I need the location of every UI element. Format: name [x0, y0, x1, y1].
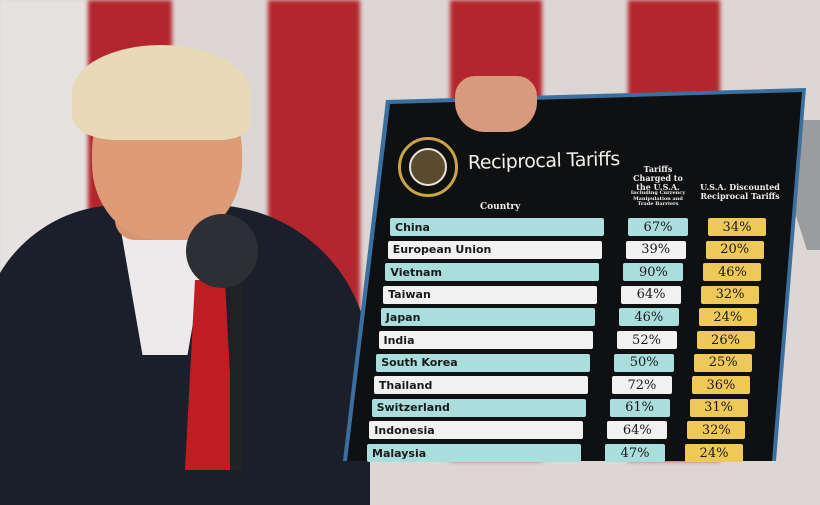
- presidential-seal-icon: [398, 137, 458, 197]
- charged-label: Tariffs Charged to the U.S.A.: [633, 164, 683, 192]
- country-cell: Indonesia: [369, 421, 584, 440]
- country-cell: India: [378, 331, 593, 349]
- country-cell: Malaysia: [367, 444, 581, 462]
- country-cell: Japan: [380, 308, 595, 327]
- country-cell: China: [390, 218, 604, 236]
- column-header-country: Country: [480, 202, 521, 212]
- country-cell: European Union: [387, 240, 602, 259]
- charged-cell: 46%: [618, 308, 679, 327]
- reciprocal-cell: 20%: [705, 240, 764, 259]
- reciprocal-cell: 32%: [687, 421, 746, 440]
- charged-cell: 72%: [611, 376, 672, 395]
- reciprocal-cell: 36%: [691, 376, 750, 395]
- speaker-hair: [72, 45, 250, 140]
- charged-cell: 52%: [616, 331, 677, 349]
- reciprocal-cell: 26%: [696, 331, 755, 349]
- country-cell: Switzerland: [371, 398, 586, 417]
- charged-note: Including Currency Manipulation and Trad…: [630, 190, 686, 208]
- microphone: [186, 214, 258, 288]
- country-cell: Vietnam: [385, 263, 600, 282]
- charged-cell: 47%: [605, 444, 665, 462]
- charged-cell: 39%: [625, 240, 686, 259]
- country-cell: Taiwan: [383, 285, 598, 304]
- country-cell: South Korea: [376, 353, 591, 372]
- reciprocal-cell: 34%: [708, 218, 766, 236]
- charged-cell: 64%: [621, 285, 682, 304]
- reciprocal-cell: 46%: [703, 263, 762, 282]
- tariff-board: Reciprocal Tariffs Country Tariffs Charg…: [343, 88, 806, 462]
- board-title: Reciprocal Tariffs: [467, 148, 620, 174]
- column-header-charged: Tariffs Charged to the U.S.A. Including …: [626, 165, 690, 208]
- charged-cell: 90%: [623, 263, 684, 282]
- reciprocal-cell: 32%: [701, 285, 760, 304]
- country-cell: Thailand: [373, 376, 588, 395]
- reciprocal-cell: 24%: [685, 444, 743, 462]
- microphone-stand: [230, 260, 242, 470]
- charged-cell: 64%: [607, 421, 668, 440]
- reciprocal-cell: 31%: [689, 398, 748, 417]
- charged-cell: 67%: [628, 218, 688, 236]
- reciprocal-cell: 24%: [698, 308, 757, 327]
- charged-cell: 50%: [614, 353, 675, 372]
- speaker-hand: [455, 76, 537, 132]
- reciprocal-cell: 25%: [694, 353, 753, 372]
- charged-cell: 61%: [609, 398, 670, 417]
- column-header-discounted: U.S.A. Discounted Reciprocal Tariffs: [700, 182, 780, 201]
